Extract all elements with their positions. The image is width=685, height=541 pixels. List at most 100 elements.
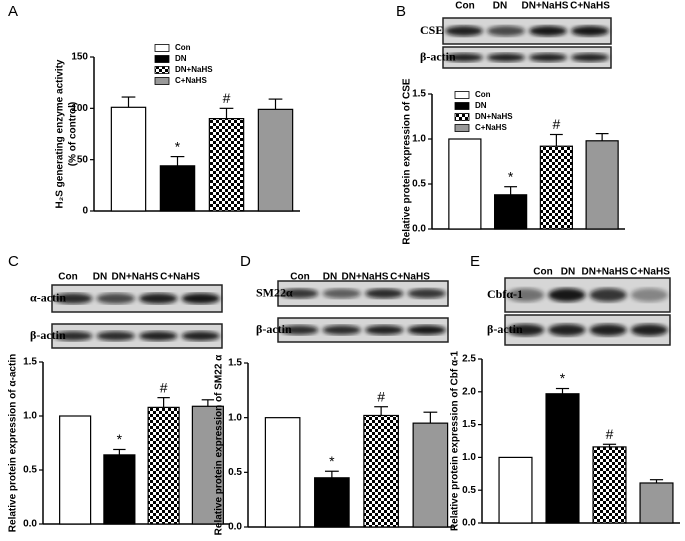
bar: [110, 106, 147, 212]
y-tick-label: 0.5: [412, 179, 426, 190]
blot-band: [365, 288, 404, 299]
y-tick-label: 0.0: [228, 522, 242, 533]
significance-mark: *: [175, 138, 181, 154]
y-axis-label: (% of control): [68, 102, 79, 166]
blot-image: [442, 46, 612, 69]
y-axis-label: H₂S generating enzyme activity: [55, 59, 66, 208]
lane-label: DN+NaHS: [522, 1, 569, 12]
significance-mark: *: [329, 453, 335, 469]
lane-label: Con: [455, 1, 474, 12]
blot-band: [54, 293, 93, 304]
bar: [585, 140, 619, 230]
y-tick-label: 50: [77, 154, 89, 165]
lane-label: Con: [533, 267, 552, 278]
blot-frame: [442, 46, 612, 69]
bar: [208, 117, 245, 212]
blot-band: [630, 324, 668, 336]
bar: [494, 194, 528, 230]
blot-band: [322, 288, 361, 299]
blot-band: [445, 25, 483, 37]
blot-label: Cbfα-1: [487, 287, 523, 301]
blot-band: [548, 288, 586, 302]
significance-mark: #: [160, 379, 168, 395]
bar: [412, 422, 449, 528]
blot-band: [571, 53, 609, 62]
y-tick-label: 1.0: [412, 134, 426, 145]
bar: [264, 417, 301, 528]
blot-image: [277, 280, 449, 307]
legend-swatch: [154, 55, 170, 63]
blot-label: β-actin: [487, 322, 523, 336]
blot-image: [277, 317, 449, 343]
lane-label: DN+NaHS: [112, 272, 159, 283]
lane-label: C+NaHS: [630, 267, 670, 278]
legend-swatch: [454, 124, 470, 132]
blot-band: [487, 25, 525, 37]
blot-band: [630, 288, 668, 302]
blot-image: [51, 323, 223, 349]
blot-band: [507, 288, 545, 302]
y-axis-label: Relative protein expression of SM22 α: [214, 354, 225, 535]
blot-band: [139, 331, 178, 341]
panel-letter: E: [470, 253, 480, 270]
lane-label: Con: [58, 272, 77, 283]
legend-label: Con: [175, 43, 191, 52]
y-tick-label: 0: [82, 206, 88, 217]
blot-band: [139, 293, 178, 304]
lane-label: DN+NaHS: [342, 272, 389, 283]
panel-letter: A: [8, 3, 18, 20]
bar: [545, 393, 580, 524]
y-axis-label: Relative protein expression of α-actin: [8, 354, 19, 532]
significance-mark: #: [606, 426, 614, 442]
blot-image: [442, 17, 612, 45]
y-axis-label: Relative protein expression of CSE: [402, 78, 413, 244]
blot-image: [504, 314, 671, 346]
legend-swatch: [454, 91, 470, 99]
lane-label: C+NaHS: [390, 272, 430, 283]
lane-label: DN+NaHS: [582, 267, 629, 278]
blot-label: CSE: [420, 23, 443, 37]
blot-band: [280, 288, 319, 299]
blot-band: [181, 293, 220, 304]
bar: [59, 415, 92, 525]
blot-band: [54, 331, 93, 341]
bar: [314, 477, 350, 528]
legend-label: C+NaHS: [175, 76, 207, 85]
blot-image: [51, 284, 223, 313]
blot-band: [589, 288, 627, 302]
lane-label: DN: [493, 1, 507, 12]
blot-band: [529, 53, 567, 62]
blot-band: [589, 324, 627, 336]
y-tick-label: 0.0: [462, 518, 476, 529]
bar: [498, 456, 533, 524]
blot-band: [407, 325, 446, 335]
blot-band: [280, 325, 319, 335]
lane-label: DN: [561, 267, 575, 278]
legend-label: C+NaHS: [475, 123, 507, 132]
significance-mark: #: [223, 90, 231, 106]
lane-label: Con: [290, 272, 309, 283]
lane-label: DN: [323, 272, 337, 283]
bar: [539, 145, 573, 230]
legend-label: DN: [175, 54, 187, 63]
blot-band: [529, 25, 567, 37]
bar: [592, 446, 627, 524]
significance-mark: #: [552, 116, 560, 132]
legend-swatch: [454, 113, 470, 121]
y-tick-label: 1.0: [23, 411, 37, 422]
bar: [147, 406, 180, 525]
y-tick-label: 1.0: [462, 452, 476, 463]
y-tick-label: 0.0: [412, 224, 426, 235]
legend-label: DN: [475, 101, 487, 110]
y-tick-label: 2.5: [462, 354, 476, 365]
blot-band: [181, 331, 220, 341]
y-tick-label: 1.5: [412, 89, 426, 100]
blot-label: β-actin: [420, 49, 456, 63]
bar: [159, 165, 196, 212]
legend-label: Con: [475, 90, 491, 99]
legend-swatch: [454, 102, 470, 110]
y-tick-label: 1.5: [462, 419, 476, 430]
legend-label: DN+NaHS: [475, 112, 513, 121]
lane-label: DN: [93, 272, 107, 283]
